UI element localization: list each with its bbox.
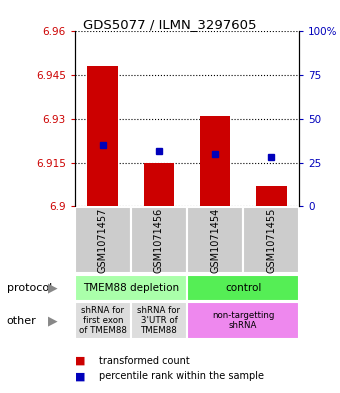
Bar (87, 66, 118, 206)
Text: shRNA for
first exon
of TMEM88: shRNA for first exon of TMEM88 (79, 306, 127, 335)
Text: other: other (7, 316, 36, 326)
Text: ▶: ▶ (48, 281, 57, 295)
Text: GSM1071457: GSM1071457 (98, 208, 108, 273)
Bar (187, 302, 299, 339)
Bar (143, 163, 174, 206)
Text: GSM1071455: GSM1071455 (266, 208, 276, 273)
Text: ■: ■ (75, 371, 85, 382)
Bar (75, 207, 131, 273)
Bar (131, 302, 187, 339)
Text: control: control (225, 283, 261, 293)
Bar (75, 275, 187, 301)
Text: TMEM88 depletion: TMEM88 depletion (83, 283, 179, 293)
Text: percentile rank within the sample: percentile rank within the sample (99, 371, 264, 382)
Bar (131, 207, 187, 273)
Bar (187, 207, 243, 273)
Text: GSM1071456: GSM1071456 (154, 208, 164, 273)
Text: transformed count: transformed count (99, 356, 189, 366)
Text: ▶: ▶ (48, 314, 57, 328)
Bar (243, 207, 299, 273)
Text: non-targetting
shRNA: non-targetting shRNA (212, 311, 274, 330)
Bar (256, 186, 287, 206)
Text: ■: ■ (75, 356, 85, 366)
Bar (200, 116, 231, 206)
Text: shRNA for
3'UTR of
TMEM88: shRNA for 3'UTR of TMEM88 (137, 306, 181, 335)
Text: GDS5077 / ILMN_3297605: GDS5077 / ILMN_3297605 (83, 18, 257, 31)
Bar (75, 302, 131, 339)
Text: GSM1071454: GSM1071454 (210, 208, 220, 273)
Text: protocol: protocol (7, 283, 52, 293)
Bar (187, 275, 299, 301)
